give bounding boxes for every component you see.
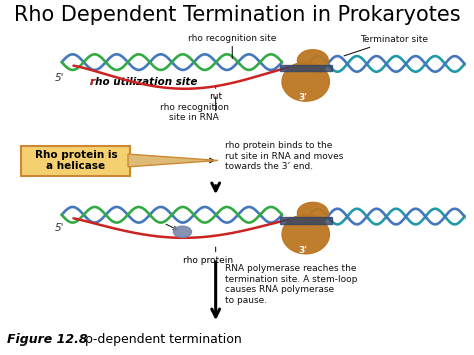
Text: ρ-dependent termination: ρ-dependent termination xyxy=(85,333,242,346)
Text: 3': 3' xyxy=(299,93,308,102)
Text: rut: rut xyxy=(209,92,222,101)
Ellipse shape xyxy=(282,215,329,254)
Text: r: r xyxy=(90,77,95,87)
Bar xyxy=(280,217,332,224)
Text: 5': 5' xyxy=(55,223,64,233)
Ellipse shape xyxy=(173,226,191,237)
Text: rho utilization site: rho utilization site xyxy=(90,77,198,87)
Text: RNA polymerase reaches the
termination site. A stem-loop
causes RNA polymerase
t: RNA polymerase reaches the termination s… xyxy=(225,264,357,305)
Text: rho protein binds to the
rut site in RNA and moves
towards the 3’ end.: rho protein binds to the rut site in RNA… xyxy=(225,141,344,171)
Ellipse shape xyxy=(298,202,328,224)
Text: Terminator site: Terminator site xyxy=(344,35,428,56)
Text: 5': 5' xyxy=(55,73,64,83)
Text: Rho Dependent Termination in Prokaryotes: Rho Dependent Termination in Prokaryotes xyxy=(14,5,460,25)
Bar xyxy=(280,65,332,71)
Ellipse shape xyxy=(282,62,329,101)
Text: rho recognition site: rho recognition site xyxy=(188,34,276,43)
Polygon shape xyxy=(128,154,218,167)
Text: rho recognition
site in RNA: rho recognition site in RNA xyxy=(160,103,229,122)
FancyBboxPatch shape xyxy=(21,146,130,176)
Text: Rho protein is
a helicase: Rho protein is a helicase xyxy=(35,150,117,171)
Ellipse shape xyxy=(298,50,328,71)
Text: 3': 3' xyxy=(299,246,308,255)
Text: Figure 12.8: Figure 12.8 xyxy=(7,333,88,346)
Text: rho protein: rho protein xyxy=(183,256,234,264)
